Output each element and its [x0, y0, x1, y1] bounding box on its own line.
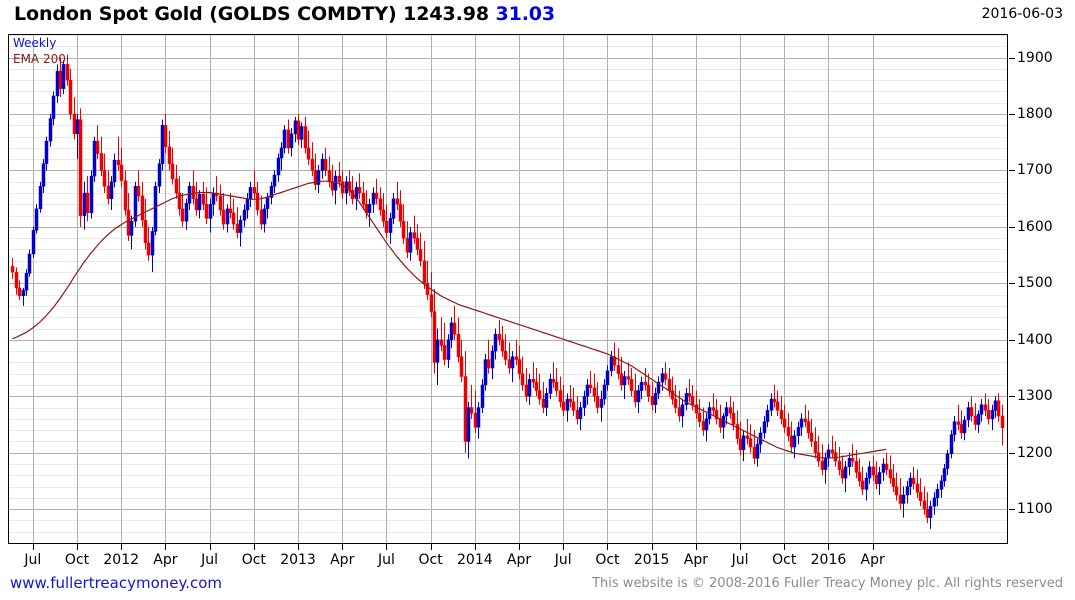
x-axis-label: Oct	[241, 552, 266, 568]
y-axis-label: 1100	[1017, 501, 1053, 518]
y-axis-label: 1700	[1017, 162, 1053, 179]
x-tick-mark	[121, 544, 122, 550]
x-axis-label: Apr	[330, 552, 355, 568]
x-tick-mark	[696, 544, 697, 550]
x-axis-label: 2014	[457, 552, 493, 568]
chart-series	[10, 54, 1005, 529]
x-axis-label: Oct	[595, 552, 620, 568]
x-axis-label: Jul	[24, 552, 42, 568]
y-axis: 1100 1200 1300 1400 1500 1600 1700 1800 1900	[1009, 34, 1075, 544]
x-tick-mark	[475, 544, 476, 550]
x-axis-label: 2012	[103, 552, 140, 568]
x-tick-mark	[298, 544, 299, 550]
y-tick-mark	[1009, 283, 1015, 284]
y-tick-mark	[1009, 453, 1015, 454]
y-tick-mark	[1009, 170, 1015, 171]
page-title: London Spot Gold (GOLDS COMDTY) 1243.98 …	[14, 3, 555, 25]
x-axis-label: Jul	[554, 552, 572, 568]
x-axis-label: Apr	[683, 552, 708, 568]
x-axis-label: 2015	[633, 552, 670, 568]
x-tick-mark	[828, 544, 829, 550]
instrument-name: London Spot Gold (GOLDS COMDTY)	[14, 3, 397, 25]
x-tick-mark	[519, 544, 520, 550]
y-axis-label: 1200	[1017, 444, 1053, 461]
y-tick-mark	[1009, 340, 1015, 341]
x-axis-label: Apr	[506, 552, 532, 568]
chart-header: London Spot Gold (GOLDS COMDTY) 1243.98 …	[0, 0, 1075, 30]
x-axis-label: Jul	[201, 552, 219, 568]
chart-footer: www.fullertreacymoney.com This website i…	[0, 572, 1075, 600]
price-change: 31.03	[495, 3, 556, 25]
last-price: 1243.98	[403, 3, 489, 25]
copyright-notice: This website is © 2008-2016 Fuller Treac…	[592, 576, 1063, 591]
y-tick-mark	[1009, 509, 1015, 510]
x-axis-label: Oct	[418, 552, 443, 568]
x-tick-mark	[607, 544, 608, 550]
chart-plot-frame: Weekly EMA 200	[8, 34, 1008, 544]
x-tick-mark	[563, 544, 564, 550]
x-tick-mark	[386, 544, 387, 550]
x-axis-label: Oct	[64, 552, 90, 568]
as-of-date: 2016-06-03	[981, 6, 1063, 22]
y-tick-mark	[1009, 396, 1015, 397]
x-tick-mark	[77, 544, 78, 550]
x-axis-label: Oct	[772, 552, 797, 568]
y-axis-label: 1500	[1017, 275, 1053, 292]
x-tick-mark	[33, 544, 34, 550]
x-axis-label: Jul	[377, 552, 395, 568]
x-axis-label: 2013	[280, 552, 316, 568]
y-axis-label: 1900	[1017, 49, 1053, 66]
x-tick-mark	[431, 544, 432, 550]
x-tick-mark	[873, 544, 874, 550]
x-axis-label: Apr	[860, 552, 885, 568]
chart-plot-area	[9, 35, 1007, 543]
x-axis-label: 2016	[810, 552, 847, 568]
x-tick-mark	[652, 544, 653, 550]
x-axis-label: Jul	[731, 552, 749, 568]
x-tick-mark	[342, 544, 343, 550]
x-tick-mark	[210, 544, 211, 550]
website-url: www.fullertreacymoney.com	[10, 574, 223, 592]
y-tick-mark	[1009, 227, 1015, 228]
y-axis-label: 1800	[1017, 106, 1053, 123]
x-axis: Jul Oct 2012 Apr Jul Oct 2013 Apr Jul Oct 2014 Apr J…	[8, 544, 1008, 570]
y-axis-label: 1400	[1017, 331, 1053, 348]
y-tick-mark	[1009, 114, 1015, 115]
y-tick-mark	[1009, 58, 1015, 59]
x-axis-label: Apr	[153, 552, 178, 568]
x-tick-mark	[254, 544, 255, 550]
y-axis-label: 1300	[1017, 388, 1053, 405]
x-tick-mark	[740, 544, 741, 550]
x-tick-mark	[165, 544, 166, 550]
y-axis-label: 1600	[1017, 218, 1053, 235]
x-tick-mark	[784, 544, 785, 550]
